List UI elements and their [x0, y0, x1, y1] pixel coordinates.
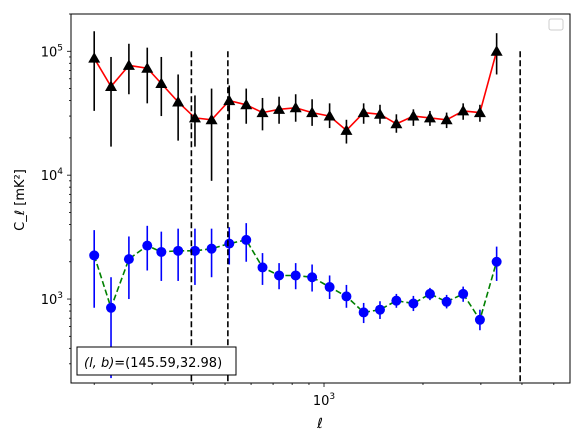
- marker-0-2: [122, 59, 135, 70]
- y-tick-label-0: 103: [41, 291, 63, 308]
- y-axis-label: C_ℓ [mK²]: [13, 169, 28, 231]
- annotation-box: (l, b)=(145.59,32.98): [76, 346, 237, 376]
- plot-area-frame: [70, 13, 571, 384]
- series-1: [89, 223, 502, 379]
- marker-1-17: [374, 304, 385, 315]
- marker-1-0: [89, 250, 100, 261]
- marker-1-4: [156, 246, 167, 257]
- annotation-text: (l, b)=(145.59,32.98): [84, 356, 222, 371]
- marker-1-16: [358, 307, 369, 318]
- marker-0-14: [323, 110, 336, 121]
- marker-1-7: [206, 243, 217, 254]
- marker-1-13: [307, 272, 318, 283]
- marker-0-17: [373, 108, 386, 119]
- series-0: [88, 31, 503, 181]
- marker-0-22: [457, 104, 470, 116]
- marker-0-1: [105, 80, 118, 91]
- marker-0-9: [240, 98, 253, 110]
- y-tick-label-2: 105: [41, 43, 63, 60]
- marker-0-13: [306, 106, 319, 118]
- marker-1-11: [274, 270, 285, 281]
- marker-0-12: [289, 101, 302, 113]
- marker-1-1: [106, 302, 117, 313]
- marker-1-21: [441, 296, 452, 307]
- tick-layer: 103 104 105 103: [41, 13, 555, 409]
- marker-1-12: [290, 270, 301, 281]
- marker-1-24: [491, 256, 502, 267]
- marker-1-2: [123, 254, 134, 265]
- marker-0-24: [490, 45, 503, 56]
- legend-box[interactable]: [548, 18, 564, 31]
- series-layer: [88, 31, 503, 379]
- marker-1-23: [474, 314, 485, 325]
- marker-0-20: [423, 111, 436, 123]
- marker-1-3: [142, 240, 153, 251]
- marker-1-5: [173, 245, 184, 256]
- annotation-value: =(145.59,32.98): [114, 356, 222, 371]
- marker-0-5: [172, 95, 185, 107]
- marker-0-23: [473, 106, 486, 118]
- marker-1-8: [224, 238, 235, 249]
- marker-0-11: [273, 103, 286, 114]
- marker-0-15: [340, 124, 353, 135]
- marker-0-7: [205, 113, 218, 125]
- marker-1-20: [424, 288, 435, 299]
- y-tick-label-1: 104: [41, 167, 64, 184]
- marker-0-0: [88, 52, 101, 63]
- marker-0-8: [223, 94, 236, 106]
- marker-1-9: [241, 234, 252, 245]
- marker-1-10: [257, 262, 268, 273]
- marker-1-14: [324, 282, 335, 293]
- marker-0-21: [440, 113, 453, 125]
- marker-0-3: [141, 62, 154, 73]
- marker-1-15: [341, 291, 352, 302]
- marker-0-16: [357, 106, 370, 118]
- marker-1-22: [458, 288, 469, 299]
- marker-0-10: [256, 106, 269, 118]
- marker-0-18: [390, 117, 403, 129]
- marker-1-6: [189, 245, 200, 256]
- marker-1-19: [408, 298, 419, 309]
- annotation-prefix: (l, b): [84, 356, 114, 371]
- x-axis-label: ℓ: [316, 416, 323, 432]
- vline-layer: [190, 51, 521, 383]
- marker-0-4: [155, 77, 168, 88]
- marker-1-18: [391, 295, 402, 306]
- marker-0-19: [407, 110, 420, 121]
- x-tick-label-0: 103: [313, 392, 335, 409]
